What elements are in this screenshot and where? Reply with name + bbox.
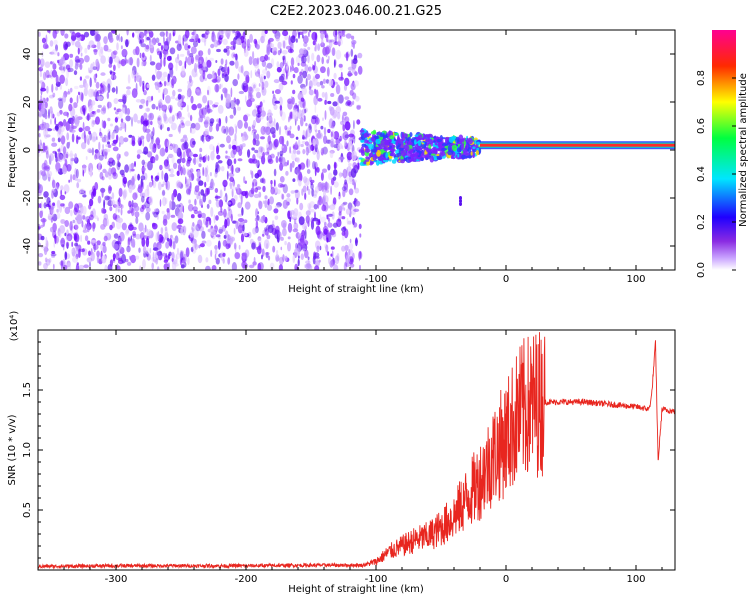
spectrogram-x-tick-label: -100 xyxy=(365,274,388,285)
colorbar: 0.0 0.2 0.4 0.6 0.8 Normalized spectral ampl… xyxy=(696,30,749,278)
spectrogram-ylabel: Frequency (Hz) xyxy=(7,112,18,188)
spectrogram-x-tick-label: 0 xyxy=(503,274,509,285)
snr-xlabel: Height of straight line (km) xyxy=(288,584,424,595)
snr-x-tick-label: -300 xyxy=(105,574,128,585)
spectrogram-y-tick-label: 20 xyxy=(22,96,33,109)
spectrogram-y-tick-label: 0 xyxy=(22,147,33,153)
colorbar-ticks: 0.0 0.2 0.4 0.6 0.8 xyxy=(696,70,736,278)
snr-series-line xyxy=(38,332,675,570)
spectrogram-y-tick-label: -20 xyxy=(22,190,33,206)
spectrogram-y-tick-label: -40 xyxy=(22,238,33,254)
snr-panel: -300 -200 -100 0 100 0.5 1.0 1.5 Height of stra… xyxy=(7,311,676,595)
snr-ylabel: SNR (10 * v/v) xyxy=(7,414,18,485)
snr-y-tick-label: 0.5 xyxy=(22,502,33,518)
spectrogram-y-tick-label: 40 xyxy=(22,48,33,61)
snr-y-tick-label: 1.5 xyxy=(22,382,33,398)
snr-frame xyxy=(37,329,676,571)
colorbar-tick-label: 0.6 xyxy=(696,118,707,134)
colorbar-tick-label: 0.4 xyxy=(696,166,707,182)
spectrogram-x-tick-label: -300 xyxy=(105,274,128,285)
snr-x-tick-label: 100 xyxy=(626,574,645,585)
colorbar-gradient xyxy=(712,30,736,270)
snr-x-tick-label: 0 xyxy=(503,574,509,585)
spectrogram-xlabel: Height of straight line (km) xyxy=(288,284,424,295)
colorbar-tick-label: 0.2 xyxy=(696,214,707,230)
spectrogram-x-tick-label: 100 xyxy=(626,274,645,285)
snr-x-tick-label: -100 xyxy=(365,574,388,585)
colorbar-tick-label: 0.0 xyxy=(696,262,707,278)
figure-title: C2E2.2023.046.00.21.G25 xyxy=(270,4,442,19)
colorbar-tick-label: 0.8 xyxy=(696,70,707,86)
snr-x-tick-label: -200 xyxy=(235,574,258,585)
spectrogram-image xyxy=(38,30,675,270)
snr-y-multiplier: (x10⁴) xyxy=(9,311,20,342)
snr-axes: -300 -200 -100 0 100 0.5 1.0 1.5 xyxy=(22,330,675,585)
spectrogram-x-tick-label: -200 xyxy=(235,274,258,285)
colorbar-label: Normalized spectral amplitude xyxy=(738,73,749,227)
snr-y-tick-label: 1.0 xyxy=(22,442,33,458)
